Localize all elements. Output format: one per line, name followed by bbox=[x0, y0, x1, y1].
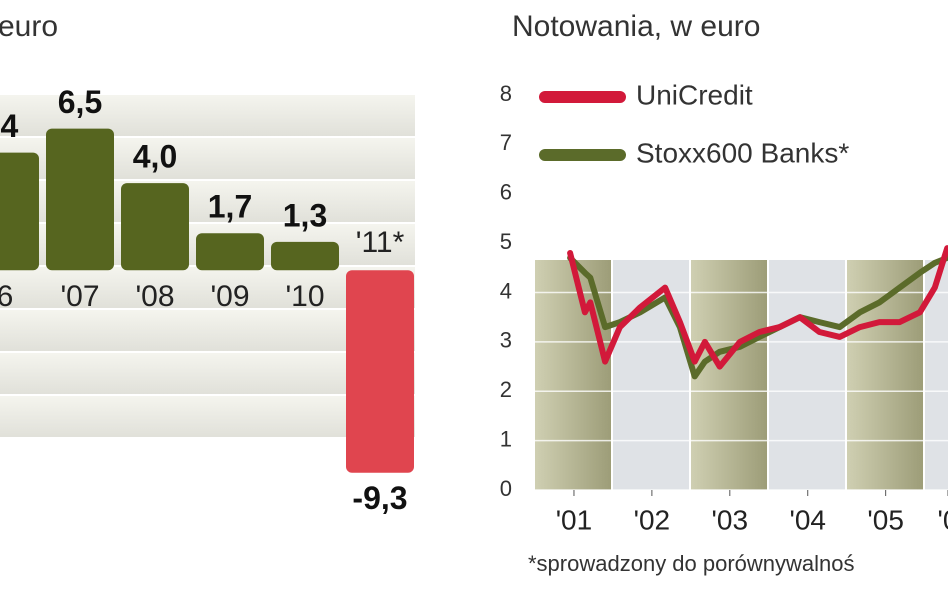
x-tick-label: 6 bbox=[0, 280, 13, 313]
y-tick-label: 0 bbox=[500, 476, 512, 501]
bar bbox=[46, 128, 114, 271]
value-label: ,4 bbox=[0, 108, 19, 144]
value-label: -9,3 bbox=[352, 480, 407, 516]
background-band bbox=[0, 267, 415, 308]
year-stripe bbox=[691, 260, 767, 490]
line-chart: 0 1 2 3 4 5 6 7 8 '01 '02 '03 '04 '05 '0 UniCredit Stoxx… bbox=[500, 10, 948, 576]
bar bbox=[346, 270, 414, 473]
plot: 0 1 2 3 4 5 6 7 8 '01 '02 '03 '04 '05 '0 UniCredit Stoxx… bbox=[500, 79, 948, 535]
year-stripe bbox=[925, 260, 948, 490]
series-line bbox=[567, 254, 948, 380]
y-tick-label: 7 bbox=[500, 130, 512, 155]
plot: ,4 6 6,5 '07 4,0 '08 1,7 '09 1,3 '10 -9,3 '11* bbox=[0, 84, 415, 516]
y-tick-label: 2 bbox=[500, 377, 512, 402]
background-band bbox=[0, 353, 415, 394]
x-tick-label: '01 bbox=[556, 504, 593, 535]
x-tick-label: '02 bbox=[634, 504, 671, 535]
x-tick-label: '05 bbox=[867, 504, 904, 535]
x-tick-label: '11* bbox=[356, 226, 405, 259]
x-tick-label: '09 bbox=[210, 280, 249, 313]
year-stripe bbox=[847, 260, 923, 490]
legend-label: Stoxx600 Banks* bbox=[636, 137, 849, 168]
bar-chart: ,4 6 6,5 '07 4,0 '08 1,7 '09 1,3 '10 -9,3 '11* euro bbox=[0, 10, 415, 516]
value-label: 4,0 bbox=[133, 139, 177, 175]
year-stripe bbox=[535, 260, 611, 490]
x-tick-label: '07 bbox=[60, 280, 99, 313]
y-tick-label: 5 bbox=[500, 229, 512, 254]
bar bbox=[121, 183, 189, 271]
x-tick-label: '0 bbox=[938, 504, 948, 535]
y-tick-label: 8 bbox=[500, 81, 512, 106]
bar bbox=[0, 152, 39, 271]
bar bbox=[196, 233, 264, 271]
y-tick-label: 1 bbox=[500, 426, 512, 451]
bar bbox=[271, 241, 339, 271]
x-tick-label: '10 bbox=[285, 280, 324, 313]
value-label: 1,3 bbox=[283, 197, 327, 233]
value-label: 6,5 bbox=[58, 84, 102, 120]
x-tick-label: '03 bbox=[712, 504, 749, 535]
chart-title: euro bbox=[0, 10, 58, 43]
background-band bbox=[0, 396, 415, 437]
x-tick-label: '08 bbox=[135, 280, 174, 313]
year-stripe bbox=[769, 260, 845, 490]
legend-label: UniCredit bbox=[636, 79, 753, 110]
footnote: *sprowadzony do porównywalnoś bbox=[528, 551, 855, 576]
background-band bbox=[0, 310, 415, 351]
year-stripe bbox=[613, 260, 689, 490]
y-tick-label: 3 bbox=[500, 328, 512, 353]
x-tick-label: '04 bbox=[789, 504, 826, 535]
series-line bbox=[567, 245, 948, 370]
value-label: 1,7 bbox=[208, 189, 252, 225]
chart-title: Notowania, w euro bbox=[512, 10, 760, 43]
y-tick-label: 4 bbox=[500, 278, 512, 303]
y-tick-label: 6 bbox=[500, 180, 512, 205]
